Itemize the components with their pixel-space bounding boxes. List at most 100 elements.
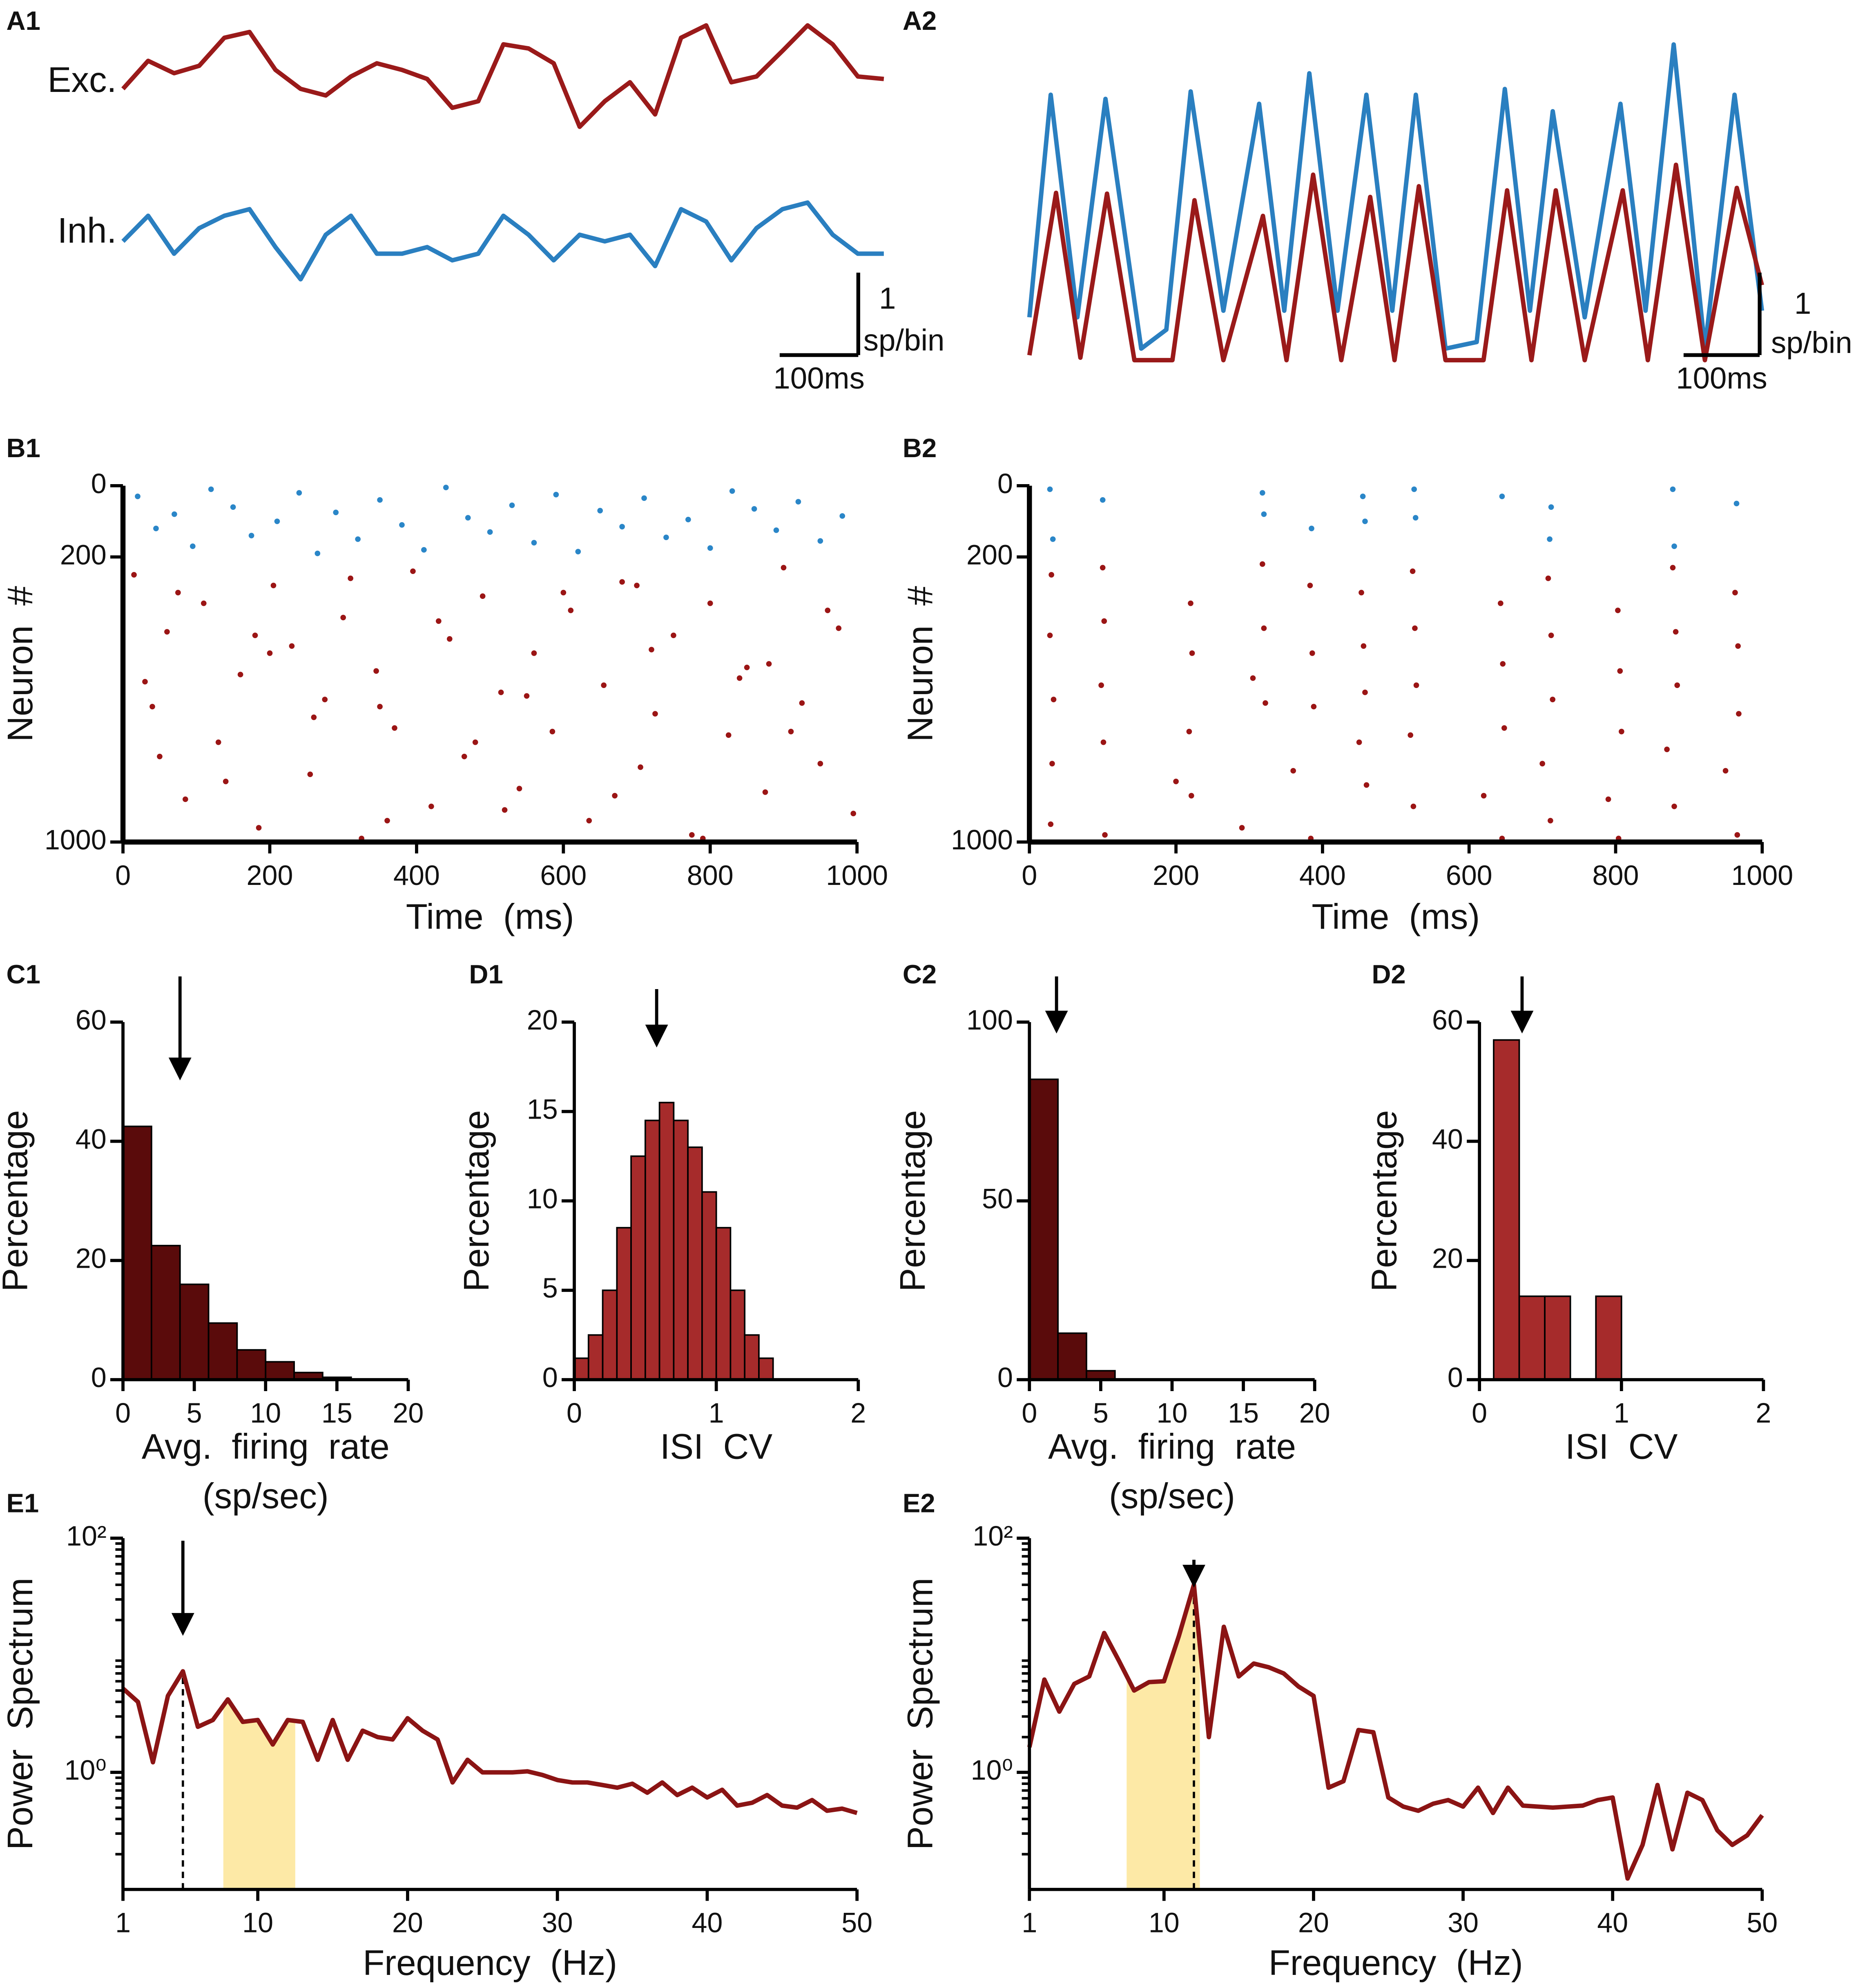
spike: [1361, 643, 1367, 649]
spike: [1547, 536, 1553, 542]
x-tick-label: 1: [709, 1398, 724, 1429]
panel-label: B2: [903, 433, 937, 463]
x-tick-label: 600: [1446, 860, 1492, 891]
y-tick-label: 20: [527, 1005, 558, 1036]
spike: [1734, 832, 1740, 838]
spike: [1261, 625, 1267, 631]
spike: [1605, 796, 1611, 802]
spike: [1098, 682, 1104, 688]
spike: [443, 485, 449, 491]
y-axis-label: Percentage: [457, 1110, 496, 1291]
x-tick-label: 800: [687, 860, 734, 891]
spike: [1412, 515, 1419, 521]
bar: [758, 1357, 774, 1380]
spike: [355, 536, 361, 542]
y-axis-label: Percentage: [0, 1110, 35, 1291]
spike: [428, 803, 434, 809]
arrow-head: [168, 1057, 192, 1081]
y-tick-label: 0: [91, 1362, 107, 1393]
spike: [744, 664, 750, 670]
y-tick-label: 200: [966, 539, 1013, 570]
spike: [256, 825, 262, 831]
y-axis-label: Percentage: [1365, 1110, 1404, 1291]
bar: [122, 1126, 152, 1380]
arrow-head: [645, 1024, 668, 1048]
series-label: Exc.: [48, 60, 117, 100]
x-tick-label: 20: [1298, 1908, 1329, 1939]
spike: [1735, 643, 1741, 649]
spike: [1411, 486, 1417, 492]
spike: [773, 527, 779, 533]
spike: [1500, 661, 1506, 667]
x-tick-label: 1000: [826, 860, 888, 891]
spike: [340, 614, 346, 621]
spike: [164, 629, 170, 635]
spike: [560, 590, 567, 596]
spike: [575, 549, 581, 555]
bar: [630, 1155, 646, 1380]
spike: [1311, 704, 1317, 710]
y-tick-label: 10⁰: [971, 1755, 1013, 1786]
y-tick-label: 40: [1432, 1124, 1463, 1155]
y-tick-label: 40: [76, 1124, 107, 1155]
spike: [1047, 486, 1053, 492]
bar: [673, 1119, 689, 1380]
spike: [1619, 728, 1624, 735]
spike: [638, 764, 643, 770]
y-tick-label: 0: [997, 1362, 1013, 1393]
bar: [715, 1227, 732, 1380]
spike: [1048, 821, 1054, 827]
spike: [736, 675, 743, 681]
x-tick-label: 1: [115, 1908, 131, 1939]
spike: [1499, 494, 1505, 499]
x-axis-label: (sp/sec): [1109, 1476, 1235, 1516]
spectrum-line: [121, 1669, 858, 1815]
x-tick-label: 30: [542, 1908, 573, 1939]
bar: [1028, 1078, 1059, 1380]
spike: [1410, 568, 1416, 574]
bar: [207, 1322, 238, 1380]
spike: [751, 506, 757, 512]
spike: [498, 689, 504, 695]
spike: [131, 572, 137, 578]
spike: [1550, 697, 1556, 702]
bar: [573, 1357, 589, 1380]
spike: [1100, 497, 1106, 503]
bar: [744, 1334, 760, 1380]
x-tick-label: 200: [1153, 860, 1199, 891]
spike: [1047, 632, 1053, 638]
spike: [230, 504, 236, 510]
spike: [472, 739, 478, 745]
spike: [1309, 525, 1314, 532]
spike: [707, 545, 713, 551]
spike: [296, 490, 302, 496]
spike: [652, 711, 658, 717]
x-tick-label: 0: [115, 1398, 131, 1429]
spike: [311, 714, 317, 720]
spike: [237, 672, 243, 677]
x-tick-label: 400: [1299, 860, 1346, 891]
bar: [644, 1119, 660, 1380]
spike: [1732, 590, 1738, 596]
x-tick-label: 2: [1756, 1398, 1771, 1429]
spike: [1102, 832, 1108, 838]
panel-label: A2: [903, 6, 937, 36]
spike: [190, 543, 196, 549]
arrow-head: [1510, 1010, 1534, 1034]
spike: [689, 832, 695, 838]
spike: [446, 636, 453, 642]
spike: [839, 513, 845, 519]
y-tick-label: 10⁰: [64, 1755, 106, 1786]
spike: [461, 753, 467, 759]
spike: [1259, 490, 1265, 496]
x-tick-label: 20: [1299, 1398, 1330, 1429]
spike: [410, 568, 416, 574]
x-tick-label: 5: [1093, 1398, 1109, 1429]
spike: [1498, 600, 1504, 606]
y-axis-label: Neuron #: [0, 586, 40, 742]
bar: [236, 1349, 267, 1380]
x-tick-label: 10: [1149, 1908, 1180, 1939]
bar: [1493, 1039, 1520, 1380]
spike: [348, 575, 354, 581]
